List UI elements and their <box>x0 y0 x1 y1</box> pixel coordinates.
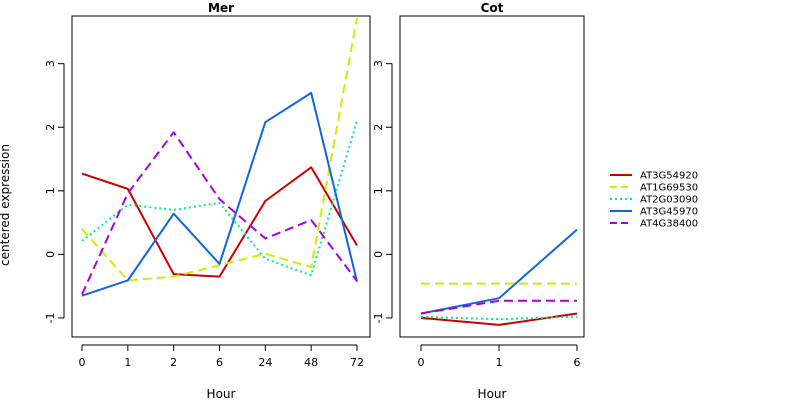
legend-item: AT1G69530 <box>610 183 698 194</box>
legend-item: AT3G54920 <box>610 171 698 182</box>
y-tick-label: 2 <box>372 124 385 131</box>
legend-item: AT3G45970 <box>610 207 698 218</box>
series-line-at1g69530 <box>81 17 358 282</box>
series-line-at3g54920 <box>420 312 578 326</box>
x-axis: 0 1 2 6 24 48 72 <box>79 344 364 369</box>
y-tick-label: 3 <box>44 60 57 67</box>
panel-title: Mer <box>208 1 234 15</box>
y-tick-label: 1 <box>372 187 385 194</box>
y-tick-label: -1 <box>44 312 57 323</box>
series-line-at2g03090 <box>81 120 358 277</box>
y-tick-label: -1 <box>372 312 385 323</box>
y-axis-label: centered expression <box>0 144 12 266</box>
x-tick-label: 0 <box>418 356 425 369</box>
series-line-at3g45970 <box>81 91 358 297</box>
x-tick-label: 24 <box>258 356 272 369</box>
panel-title: Cot <box>481 1 504 15</box>
panel-cot: Cot -1 0 1 2 3 0 1 6 Hour <box>372 1 585 400</box>
x-axis-label: Hour <box>207 387 236 400</box>
y-tick-label: 3 <box>372 60 385 67</box>
y-tick-label: 0 <box>44 251 57 258</box>
x-axis-label: Hour <box>478 387 507 400</box>
x-tick-label: 48 <box>304 356 318 369</box>
x-tick-label: 0 <box>79 356 86 369</box>
panel-mer: Mer -1 0 1 2 3 0 1 2 6 24 48 72 Hour <box>44 1 371 400</box>
legend-label: AT2G03090 <box>640 195 698 206</box>
x-axis: 0 1 6 <box>418 344 581 369</box>
plot-frame <box>71 15 371 338</box>
plot-frame <box>399 15 585 338</box>
legend-label: AT3G45970 <box>640 207 698 218</box>
series-line-at3g54920 <box>81 166 358 278</box>
legend-label: AT4G38400 <box>640 219 698 230</box>
y-axis: -1 0 1 2 3 <box>44 60 65 323</box>
y-tick-label: 2 <box>44 124 57 131</box>
legend: AT3G54920AT1G69530AT2G03090AT3G45970AT4G… <box>610 171 698 230</box>
x-tick-label: 6 <box>216 356 223 369</box>
series-line-at4g38400 <box>420 299 577 315</box>
x-tick-label: 2 <box>170 356 177 369</box>
series-line-at2g03090 <box>420 315 578 321</box>
series-line-at4g38400 <box>81 131 358 295</box>
x-tick-label: 72 <box>350 356 364 369</box>
y-tick-label: 0 <box>372 251 385 258</box>
legend-item: AT2G03090 <box>610 195 698 206</box>
y-axis: -1 0 1 2 3 <box>372 60 393 323</box>
series-line-at3g45970 <box>420 228 578 315</box>
chart-panels: Mer -1 0 1 2 3 0 1 2 6 24 48 72 Hour Cot -1 0 1 2 3 0 1 6 Hour <box>44 1 585 400</box>
y-tick-label: 1 <box>44 187 57 194</box>
legend-label: AT1G69530 <box>640 183 698 194</box>
x-tick-label: 1 <box>124 356 131 369</box>
x-tick-label: 1 <box>496 356 503 369</box>
legend-label: AT3G54920 <box>640 171 698 182</box>
legend-item: AT4G38400 <box>610 219 698 230</box>
x-tick-label: 6 <box>574 356 581 369</box>
